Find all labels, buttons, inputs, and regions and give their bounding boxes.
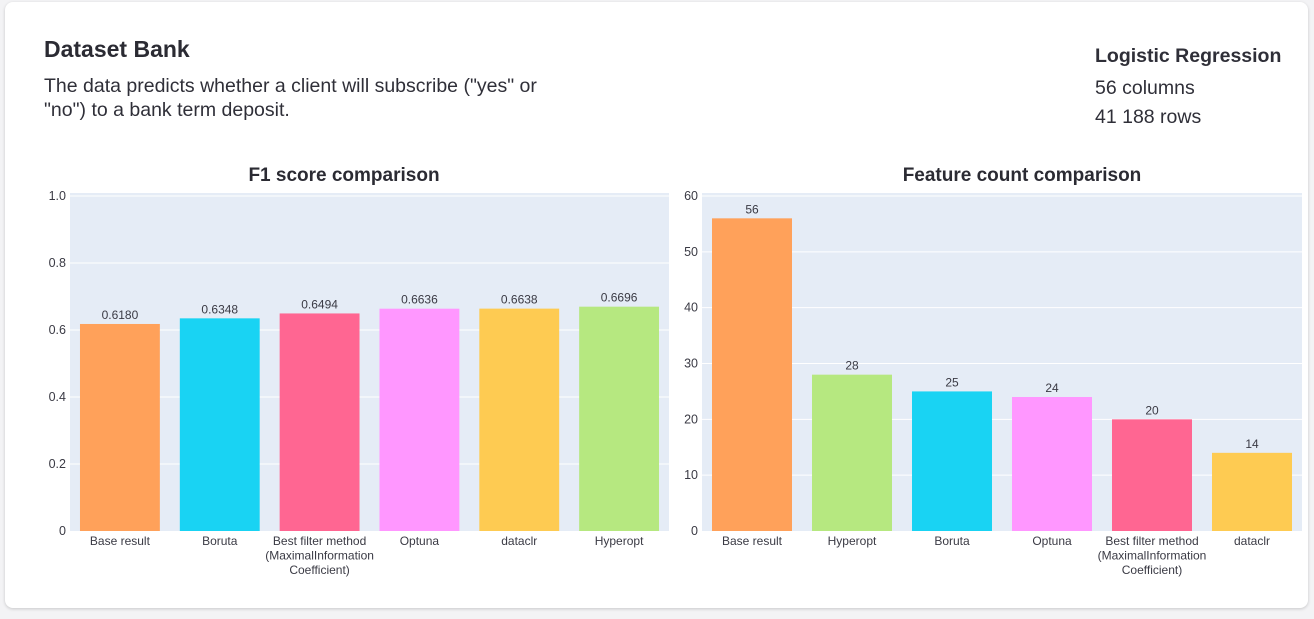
x-tick-label-line: (MaximalInformation	[265, 549, 374, 563]
x-tick-label: Best filter method (MaximalInformation Coe…	[265, 534, 374, 577]
x-tick-label: Boruta	[934, 534, 970, 548]
y-tick-label: 0	[59, 524, 66, 538]
y-tick-label: 60	[684, 189, 698, 203]
model-name: Logistic Regression	[1095, 45, 1282, 67]
bar	[712, 218, 792, 532]
y-tick-label: 40	[684, 301, 698, 315]
bar	[379, 308, 460, 531]
x-tick-label: dataclr	[1234, 534, 1270, 548]
bar	[579, 306, 660, 531]
data-label: 20	[1145, 403, 1159, 417]
y-tick-label: 0.2	[49, 457, 66, 471]
x-tick-label-line: Boruta	[202, 534, 238, 548]
bar	[279, 313, 360, 531]
x-tick-label-line: Boruta	[934, 534, 970, 548]
bar	[912, 391, 992, 531]
x-tick-label-line: Base result	[722, 534, 783, 548]
x-tick-label-line: Coefficient)	[289, 563, 349, 577]
dataset-description: The data predicts whether a client will …	[44, 75, 537, 121]
x-tick-label: Hyperopt	[595, 534, 644, 548]
y-tick-label: 10	[684, 468, 698, 482]
x-tick-label-line: Hyperopt	[828, 534, 877, 548]
bar	[1012, 397, 1092, 531]
bar	[812, 374, 892, 531]
bar	[1112, 419, 1192, 531]
data-label: 0.6494	[301, 297, 338, 311]
dataset-title: Dataset Bank	[44, 36, 190, 62]
data-label: 0.6180	[102, 308, 139, 322]
y-tick-label: 0	[691, 524, 698, 538]
y-tick-label: 50	[684, 245, 698, 259]
bar	[479, 308, 560, 531]
plot-background	[70, 193, 669, 531]
column-count: 56 columns	[1095, 77, 1195, 99]
feature-count-chart: Feature count comparison 0 10 20 30 40 50 60 56 B…	[684, 165, 1302, 577]
row-count: 41 188 rows	[1095, 106, 1202, 128]
y-tick-label: 1.0	[49, 189, 66, 203]
x-tick-label-line: dataclr	[501, 534, 537, 548]
x-tick-label: Boruta	[202, 534, 238, 548]
x-tick-label: Hyperopt	[828, 534, 877, 548]
x-tick-label: Best filter method (MaximalInformation Coe…	[1098, 534, 1207, 577]
data-label: 24	[1045, 381, 1059, 395]
data-label: 28	[845, 359, 859, 373]
data-label: 0.6696	[601, 291, 638, 305]
bar	[79, 323, 160, 531]
x-tick-label: Base result	[722, 534, 783, 548]
y-tick-label: 0.4	[49, 390, 66, 404]
x-tick-label: Base result	[90, 534, 151, 548]
x-tick-label-line: Base result	[90, 534, 151, 548]
x-tick-label-line: (MaximalInformation	[1098, 549, 1207, 563]
x-tick-label-line: Coefficient)	[1122, 563, 1182, 577]
f1-score-chart: F1 score comparison 0 0.2 0.4 0.6 0.8 1.0 0.618…	[49, 165, 669, 577]
bar	[179, 318, 260, 531]
data-label: 14	[1245, 437, 1259, 451]
x-tick-label-line: dataclr	[1234, 534, 1270, 548]
bar	[1212, 452, 1292, 531]
chart-title: F1 score comparison	[248, 165, 439, 186]
y-tick-label: 30	[684, 357, 698, 371]
x-tick-label-line: Optuna	[400, 534, 440, 548]
data-label: 0.6636	[401, 293, 438, 307]
x-tick-label: dataclr	[501, 534, 537, 548]
data-label: 0.6348	[201, 302, 238, 316]
y-tick-label: 0.8	[49, 256, 66, 270]
data-label: 56	[745, 202, 759, 216]
x-tick-label-line: Best filter method	[273, 534, 366, 548]
data-label: 25	[945, 375, 959, 389]
x-tick-label: Optuna	[400, 534, 440, 548]
x-tick-label: Optuna	[1032, 534, 1072, 548]
x-tick-label-line: Optuna	[1032, 534, 1072, 548]
chart-title: Feature count comparison	[903, 165, 1142, 186]
y-tick-label: 20	[684, 412, 698, 426]
x-tick-label-line: Hyperopt	[595, 534, 644, 548]
data-label: 0.6638	[501, 293, 538, 307]
x-tick-label-line: Best filter method	[1105, 534, 1198, 548]
y-tick-label: 0.6	[49, 323, 66, 337]
model-summary: Logistic Regression 56 columns 41 188 ro…	[1095, 45, 1281, 132]
